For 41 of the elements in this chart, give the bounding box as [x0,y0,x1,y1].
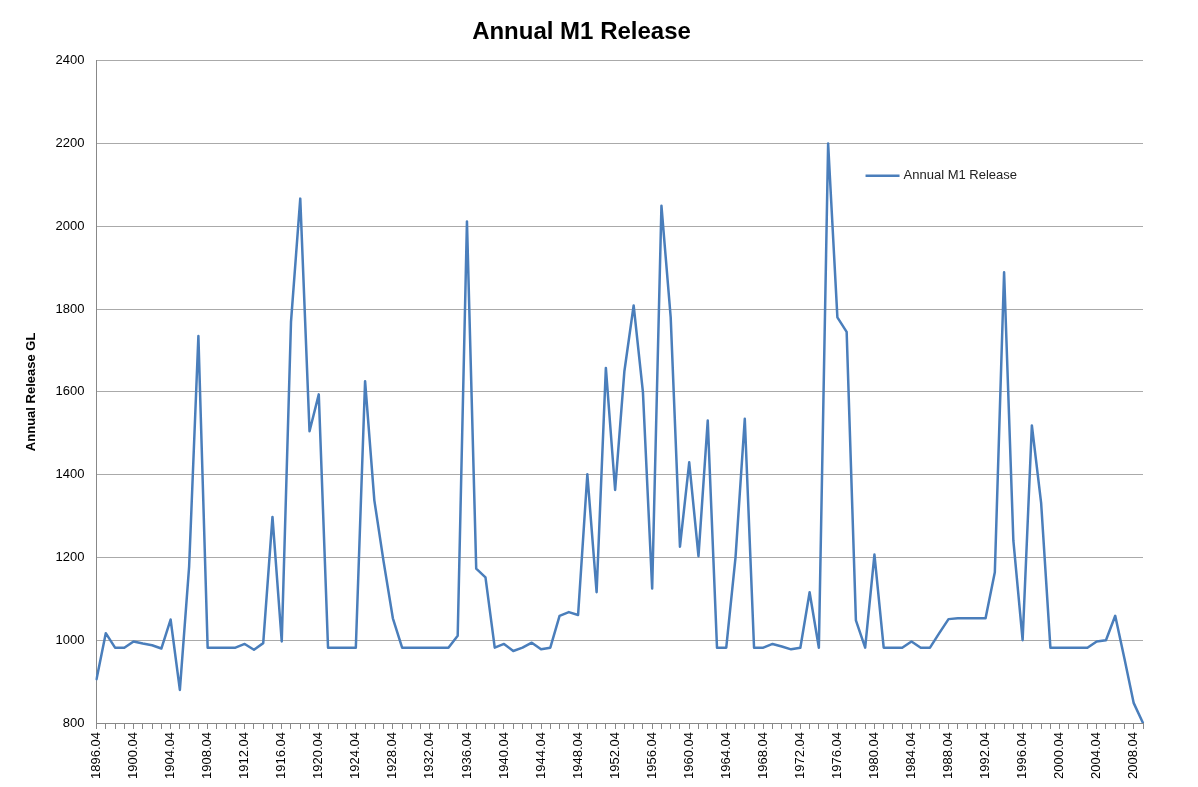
y-tick-label: 2200 [55,135,85,151]
x-tick-label: 1916.04 [273,732,289,780]
x-tick-label: 1924.04 [347,732,363,780]
y-tick-label: 1600 [55,383,85,399]
x-tick-label: 1996.04 [1014,732,1030,780]
x-tick-label: 1920.04 [310,732,326,780]
x-tick-label: 1904.04 [162,732,178,780]
x-tick-label: 1896.04 [88,732,104,780]
x-tick-label: 1960.04 [680,732,696,780]
x-tick-label: 1956.04 [643,732,659,780]
x-tick-label: 1976.04 [828,732,844,780]
x-tick-label: 2004.04 [1088,732,1104,780]
y-tick-label: 2000 [55,217,85,233]
x-tick-label: 1932.04 [421,732,437,780]
x-tick-label: 2008.04 [1125,732,1141,780]
x-tick-label: 1980.04 [866,732,882,780]
legend-label: Annual M1 Release [903,167,1018,183]
y-tick-label: 1400 [55,466,85,482]
x-tick-label: 1936.04 [458,732,474,780]
y-tick-label: 1000 [55,631,85,647]
y-axis-title: Annual Release GL [23,332,39,452]
y-tick-label: 1800 [55,300,85,316]
x-tick-label: 1944.04 [532,732,548,780]
x-tick-label: 1908.04 [199,732,215,780]
x-tick-label: 1964.04 [717,732,733,780]
x-tick-label: 1988.04 [940,732,956,780]
x-tick-label: 1952.04 [606,732,622,780]
x-tick-label: 1928.04 [384,732,400,780]
x-tick-label: 1940.04 [495,732,511,780]
x-tick-label: 1972.04 [791,732,807,780]
chart-title: Annual M1 Release [472,17,691,45]
x-tick-label: 1968.04 [754,732,770,780]
y-tick-label: 2400 [55,52,85,68]
y-tick-label: 1200 [55,549,85,565]
x-tick-label: 1948.04 [569,732,585,780]
x-tick-label: 1912.04 [236,732,252,780]
x-tick-label: 1992.04 [977,732,993,780]
x-tick-label: 1900.04 [125,732,141,780]
x-tick-label: 1984.04 [903,732,919,780]
y-tick-label: 800 [62,714,85,730]
x-tick-label: 2000.04 [1051,732,1067,780]
